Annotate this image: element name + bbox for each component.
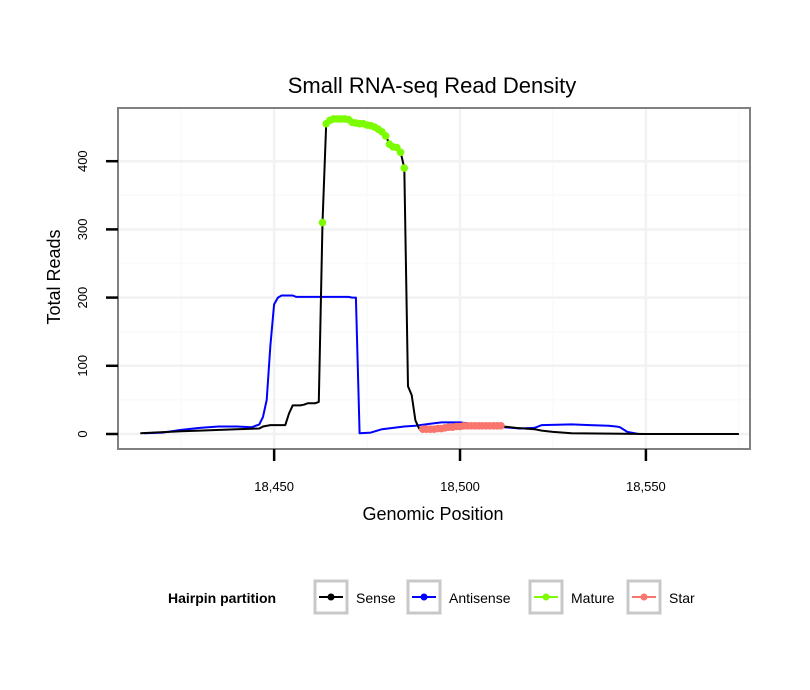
panel-background <box>118 108 750 449</box>
panel-border <box>117 107 751 450</box>
y-tick-label: 0 <box>75 430 90 437</box>
legend-key-point <box>640 593 648 601</box>
grid <box>118 108 750 449</box>
legend-item-antisense: Antisense <box>406 579 511 615</box>
mature-point <box>381 132 390 140</box>
mature-point <box>400 164 409 172</box>
legend-label: Star <box>669 590 695 606</box>
y-axis-label: Total Reads <box>44 229 64 324</box>
star-point <box>497 422 505 430</box>
x-tick-label: 18,550 <box>626 479 666 494</box>
x-tick-label: 18,500 <box>440 479 480 494</box>
legend-label: Sense <box>356 590 396 606</box>
legend-label: Antisense <box>449 590 511 606</box>
series-antisense <box>143 294 739 435</box>
y-tick-label: 300 <box>75 219 90 241</box>
series-layer <box>140 115 739 435</box>
mature-point <box>318 218 327 227</box>
legend-key-point <box>420 593 428 601</box>
y-tick-label: 400 <box>75 150 90 172</box>
legend-title: Hairpin partition <box>168 590 276 606</box>
legend-item-sense: Sense <box>313 579 396 615</box>
legend-label: Mature <box>571 590 615 606</box>
axes: 18,450 18,500 18,550 0 100 200 300 400 <box>75 150 666 494</box>
x-axis-label: Genomic Position <box>362 504 503 524</box>
y-tick-label: 200 <box>75 287 90 309</box>
legend-item-star: Star <box>626 579 695 615</box>
antisense-line <box>143 294 739 435</box>
chart-title: Small RNA-seq Read Density <box>288 73 577 98</box>
series-star <box>419 422 505 434</box>
y-tick-label: 100 <box>75 355 90 377</box>
legend-key-point <box>327 593 335 601</box>
legend-key-point <box>542 593 550 601</box>
plot-panel <box>118 108 750 449</box>
series-mature <box>318 115 409 227</box>
legend: Hairpin partition Sense Antisense Mature St… <box>168 579 695 615</box>
x-tick-label: 18,450 <box>254 479 294 494</box>
mature-point <box>396 148 405 157</box>
legend-item-mature: Mature <box>528 579 615 615</box>
